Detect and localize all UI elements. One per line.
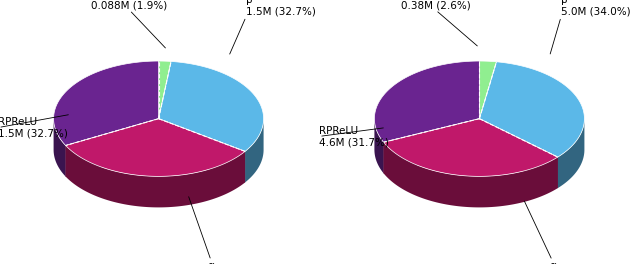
- Polygon shape: [54, 61, 159, 145]
- Polygon shape: [479, 119, 558, 188]
- Polygon shape: [159, 119, 245, 182]
- Polygon shape: [383, 119, 479, 173]
- Polygon shape: [375, 119, 383, 173]
- Text: β
1.5M (32.7%): β 1.5M (32.7%): [246, 0, 316, 17]
- Polygon shape: [66, 119, 159, 177]
- Polygon shape: [66, 145, 245, 208]
- Polygon shape: [479, 61, 496, 119]
- Text: α
1.5M (32.7%): α 1.5M (32.7%): [176, 261, 246, 264]
- Text: Avg
0.088M (1.9%): Avg 0.088M (1.9%): [91, 0, 168, 10]
- Polygon shape: [159, 119, 245, 182]
- Polygon shape: [54, 119, 66, 177]
- Polygon shape: [159, 61, 171, 119]
- Polygon shape: [66, 119, 245, 176]
- Text: Avg
0.38M (2.6%): Avg 0.38M (2.6%): [401, 0, 471, 10]
- Text: α
4.6M (31.7%): α 4.6M (31.7%): [517, 261, 587, 264]
- Polygon shape: [479, 119, 558, 188]
- Polygon shape: [375, 61, 479, 142]
- Polygon shape: [558, 119, 584, 188]
- Text: RPReLU
1.5M (32.7%): RPReLU 1.5M (32.7%): [0, 117, 68, 138]
- Polygon shape: [479, 62, 584, 157]
- Polygon shape: [245, 119, 263, 182]
- Text: β
5.0M (34.0%): β 5.0M (34.0%): [561, 0, 631, 17]
- Polygon shape: [383, 142, 558, 208]
- Text: RPReLU
4.6M (31.7%): RPReLU 4.6M (31.7%): [319, 126, 389, 147]
- Polygon shape: [383, 119, 558, 176]
- Polygon shape: [383, 119, 479, 173]
- Polygon shape: [159, 62, 263, 151]
- Polygon shape: [66, 119, 159, 177]
